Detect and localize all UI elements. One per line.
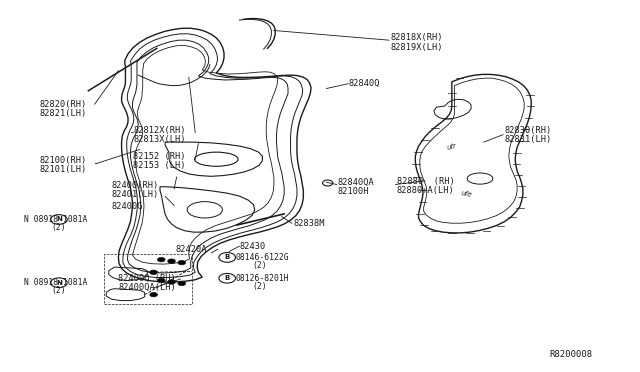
Text: (2): (2) xyxy=(51,223,66,232)
Text: 82101(LH): 82101(LH) xyxy=(40,165,87,174)
Text: N: N xyxy=(56,217,62,222)
Text: 82838M: 82838M xyxy=(293,219,324,228)
Text: ufe: ufe xyxy=(461,190,473,198)
Circle shape xyxy=(157,257,165,262)
Text: 82152 (RH): 82152 (RH) xyxy=(133,153,186,161)
Circle shape xyxy=(178,281,186,286)
Text: 82813X(LH): 82813X(LH) xyxy=(133,135,186,144)
Text: (2): (2) xyxy=(253,261,268,270)
Text: 82840Q: 82840Q xyxy=(349,79,380,88)
Text: 82819X(LH): 82819X(LH) xyxy=(390,43,443,52)
Text: 82880  (RH): 82880 (RH) xyxy=(397,177,454,186)
Text: ufr: ufr xyxy=(447,142,458,151)
Text: 82100H: 82100H xyxy=(337,187,369,196)
Text: N: N xyxy=(56,280,62,286)
Text: 82100(RH): 82100(RH) xyxy=(40,156,87,165)
Circle shape xyxy=(150,270,157,275)
Text: R8200008: R8200008 xyxy=(549,350,592,359)
Text: (2): (2) xyxy=(51,286,66,295)
Text: 08146-6122G: 08146-6122G xyxy=(236,253,289,262)
Circle shape xyxy=(168,259,175,263)
Circle shape xyxy=(150,292,157,297)
Text: 82430: 82430 xyxy=(240,242,266,251)
Circle shape xyxy=(168,280,175,284)
Text: 82820(RH): 82820(RH) xyxy=(40,100,87,109)
Text: 82840QA: 82840QA xyxy=(337,178,374,187)
Text: 08126-8201H: 08126-8201H xyxy=(236,274,289,283)
Text: 82400G: 82400G xyxy=(112,202,143,211)
Circle shape xyxy=(178,260,186,265)
Text: 82400(RH): 82400(RH) xyxy=(112,181,159,190)
Text: 82400Q (RH): 82400Q (RH) xyxy=(118,274,176,283)
Text: 82400QA(LH): 82400QA(LH) xyxy=(118,283,176,292)
Text: B: B xyxy=(225,275,230,281)
Text: (2): (2) xyxy=(253,282,268,291)
Text: N 08918-1081A: N 08918-1081A xyxy=(24,215,88,224)
Text: 82821(LH): 82821(LH) xyxy=(40,109,87,118)
Text: 82420A: 82420A xyxy=(176,245,207,254)
Text: 82812X(RH): 82812X(RH) xyxy=(133,126,186,135)
Text: 82153 (LH): 82153 (LH) xyxy=(133,161,186,170)
Text: 82831(LH): 82831(LH) xyxy=(504,135,552,144)
Text: 82830(RH): 82830(RH) xyxy=(504,126,552,135)
Text: N 08918-1081A: N 08918-1081A xyxy=(24,278,88,287)
Text: 82818X(RH): 82818X(RH) xyxy=(390,33,443,42)
Text: B: B xyxy=(225,254,230,260)
Circle shape xyxy=(157,278,165,283)
Text: 82880+A(LH): 82880+A(LH) xyxy=(397,186,454,195)
Text: 82401(LH): 82401(LH) xyxy=(112,190,159,199)
